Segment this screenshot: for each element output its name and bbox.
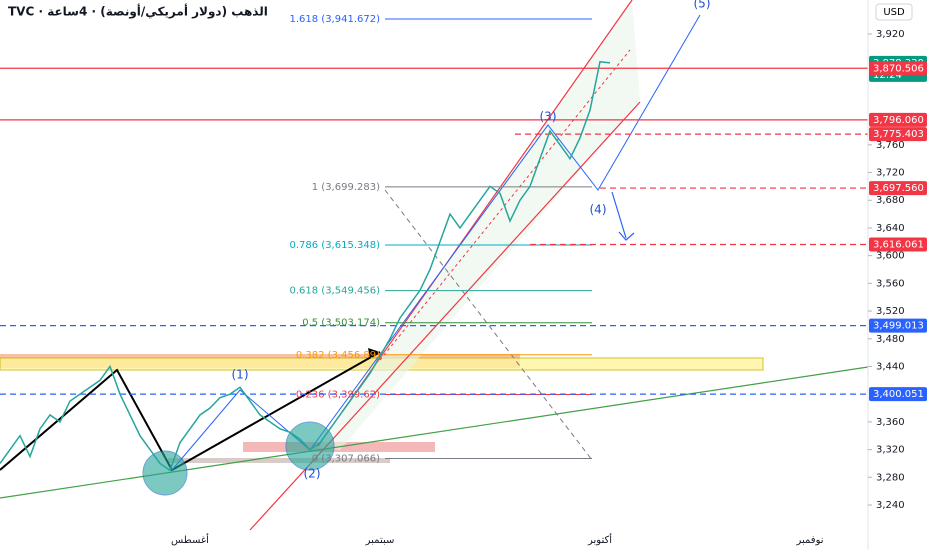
highlight	[142, 450, 188, 496]
price-tag	[869, 318, 927, 333]
wave-arrow	[611, 191, 627, 239]
price-tag-label: 3,775.403	[873, 129, 924, 140]
x-tick-label: سبتمبر	[365, 535, 395, 546]
fib-label: 1.618 (3,941.672)	[289, 14, 380, 25]
wave-arrow	[618, 231, 635, 241]
fib-label: 0.236 (3,399.62)	[296, 389, 380, 400]
wave-label: (4)	[590, 203, 607, 217]
wave-label: (2)	[304, 467, 321, 481]
y-tick-label: 3,520	[876, 306, 905, 317]
price-axis	[868, 0, 932, 550]
price-tag-label: 3,400.051	[873, 389, 924, 400]
chart-title: TVC · الذهب (دولار أمريكي/أونصة) · 4ساعة	[8, 4, 268, 20]
x-tick-label: أغسطس	[171, 533, 209, 546]
y-tick-label: 3,760	[876, 140, 905, 151]
price-tag-label: 3,616.061	[873, 240, 924, 251]
fib-label: 0.618 (3,549.456)	[289, 286, 380, 297]
y-tick-label: 3,640	[876, 223, 905, 234]
y-tick-label: 3,480	[876, 334, 905, 345]
price-tag-label: 3,870.506	[873, 63, 924, 74]
price-tag	[869, 61, 927, 76]
fib-label: 0 (3,307.066)	[312, 454, 380, 465]
price-tag	[869, 387, 927, 402]
y-tick-label: 3,920	[876, 29, 905, 40]
currency[interactable]: USD	[883, 7, 905, 18]
arrow	[368, 348, 380, 358]
fib-diagonal	[384, 189, 593, 461]
fib-label: 0.786 (3,615.348)	[289, 240, 380, 251]
wave-label: (5)	[694, 0, 711, 11]
y-tick-label: 3,720	[876, 168, 905, 179]
y-tick-label: 3,320	[876, 445, 905, 456]
wave-line	[171, 14, 701, 471]
x-tick-label: أكتوبر	[587, 533, 612, 546]
fib-label: 1 (3,699.283)	[312, 182, 380, 193]
price-tag	[869, 112, 927, 127]
price-tag	[869, 181, 927, 196]
zone	[168, 458, 390, 463]
y-tick-label: 3,600	[876, 251, 905, 262]
highlight	[285, 421, 335, 471]
x-tick-label: نوفمبر	[795, 535, 823, 546]
currency-button[interactable]	[875, 3, 913, 21]
y-tick-label: 3,440	[876, 361, 905, 372]
channel-fill	[318, 0, 640, 450]
y-tick-label: 3,280	[876, 472, 905, 483]
fib-label: 0.5 (3,503.174)	[302, 318, 380, 329]
price-tag	[869, 127, 927, 142]
price-tag-label: 3,697.560	[873, 183, 924, 194]
countdown: 12:24	[873, 70, 902, 81]
wave-label: (3)	[540, 110, 557, 124]
y-tick-label: 3,560	[876, 278, 905, 289]
price-tag-label: 3,796.060	[873, 115, 924, 126]
y-tick-label: 3,240	[876, 500, 905, 511]
y-tick-label: 3,680	[876, 195, 905, 206]
wave-label: (1)	[232, 368, 249, 382]
price-line	[0, 60, 611, 472]
y-tick-label: 3,360	[876, 417, 905, 428]
fib-label: 0.382 (3,456.89)	[296, 350, 380, 361]
price-tag	[869, 237, 927, 252]
price-tag-label: 3,499.013	[873, 321, 924, 332]
